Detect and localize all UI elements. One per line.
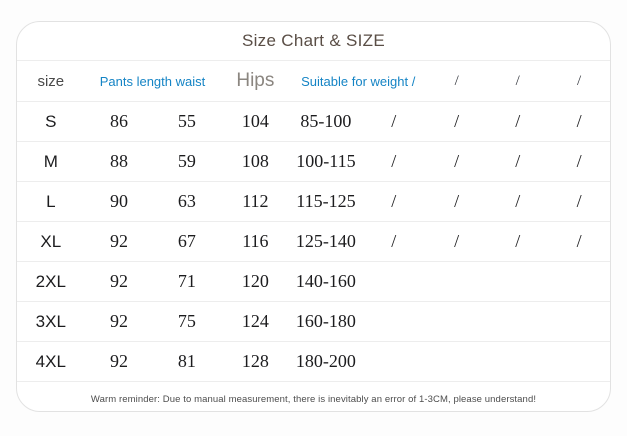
value-cell: / (391, 111, 397, 131)
value-cell: 180-200 (290, 341, 362, 381)
value-cell (487, 301, 549, 342)
value-cell: / (426, 141, 488, 182)
value-cell: 86 (109, 111, 128, 131)
value-cell: 88 (84, 141, 154, 182)
value-cell: 124 (220, 301, 291, 342)
table-header: size Pants length waist Hips Suitable fo… (17, 61, 610, 102)
table-row: S 86 55 104 85-100 / / / / (17, 102, 610, 142)
size-cell: 2XL (17, 261, 85, 302)
value-cell: 108 (220, 141, 291, 182)
value-cell: 63 (153, 181, 221, 222)
value-cell: 59 (153, 141, 221, 182)
value-cell: 90 (84, 181, 154, 222)
value-cell: 100-115 (290, 141, 362, 182)
value-cell: / (487, 141, 549, 182)
value-cell: 128 (220, 341, 291, 381)
value-cell: / (487, 221, 549, 262)
size-chart-card: Size Chart & SIZE size Pants length wais… (16, 21, 611, 412)
value-cell: / (515, 111, 521, 131)
value-cell: / (361, 221, 427, 262)
value-cell: 55 (177, 111, 196, 131)
table-row: XL 92 67 116 125-140// / / (17, 221, 610, 262)
value-cell (361, 301, 427, 342)
size-cell: 4XL (17, 341, 85, 381)
value-cell: 85-100 (300, 111, 352, 131)
value-cell: 71 (153, 261, 221, 302)
header-slash-1: / (426, 61, 488, 102)
value-cell: / (454, 111, 460, 131)
value-cell: 112 (220, 181, 291, 222)
value-cell: / (426, 181, 488, 222)
header-pants-length-waist: Pants length waist (84, 61, 221, 102)
table-row: L 90 63 112 115-125// / / (17, 181, 610, 222)
size-cell: 3XL (17, 301, 85, 342)
table-row: 4XL 92 81 128 180-200 (17, 341, 610, 381)
header-slash-2: / (487, 61, 549, 102)
size-cell: XL (17, 221, 85, 262)
value-cell (361, 261, 427, 302)
value-cell: / (548, 141, 610, 182)
value-cell (487, 261, 549, 302)
value-cell: 140-160 (290, 261, 362, 302)
value-cell: 92 (84, 301, 154, 342)
value-cell (426, 301, 488, 342)
value-cell: / (548, 221, 610, 262)
value-cell: / (361, 181, 427, 222)
value-cell: 160-180 (290, 301, 362, 342)
header-hips: Hips (220, 61, 291, 102)
header-row: size Pants length waist Hips Suitable fo… (17, 61, 610, 102)
value-cell: / (361, 141, 427, 182)
value-cell: / (487, 181, 549, 222)
table-row: M 88 59 108 100-115// / / (17, 141, 610, 182)
value-cell (426, 341, 488, 381)
value-cell: / (576, 111, 582, 131)
value-cell (426, 261, 488, 302)
header-size: size (17, 61, 85, 102)
card-title: Size Chart & SIZE (17, 22, 610, 61)
size-cell: S (45, 111, 57, 131)
value-cell: 92 (84, 261, 154, 302)
value-cell: 115-125 (290, 181, 362, 222)
value-cell: / (548, 181, 610, 222)
value-cell: 125-140 (290, 221, 362, 262)
value-cell (548, 301, 610, 342)
value-cell (361, 341, 427, 381)
value-cell: 92 (84, 221, 154, 262)
value-cell (548, 341, 610, 381)
size-cell: M (17, 141, 85, 182)
footer-reminder: Warm reminder: Due to manual measurement… (17, 381, 610, 411)
value-cell: 75 (153, 301, 221, 342)
value-cell: / (426, 221, 488, 262)
value-cell: 104 (241, 111, 269, 131)
table-row: 2XL 92 71 120 140-160 (17, 261, 610, 302)
value-cell: 116 (220, 221, 291, 262)
value-cell: 81 (153, 341, 221, 381)
size-cell: L (17, 181, 85, 222)
table-row: 3XL 92 75 124 160-180 (17, 301, 610, 342)
header-suitable-weight: Suitable for weight / (290, 61, 427, 102)
header-slash-3: / (548, 61, 610, 102)
size-table-body: S 86 55 104 85-100// / / M 88 59 108 100-115// / / L 90… (17, 102, 610, 381)
value-cell: 120 (220, 261, 291, 302)
size-table: size Pants length waist Hips Suitable fo… (17, 61, 610, 381)
value-cell (548, 261, 610, 302)
value-cell: 92 (84, 341, 154, 381)
value-cell: 67 (153, 221, 221, 262)
value-cell (487, 341, 549, 381)
